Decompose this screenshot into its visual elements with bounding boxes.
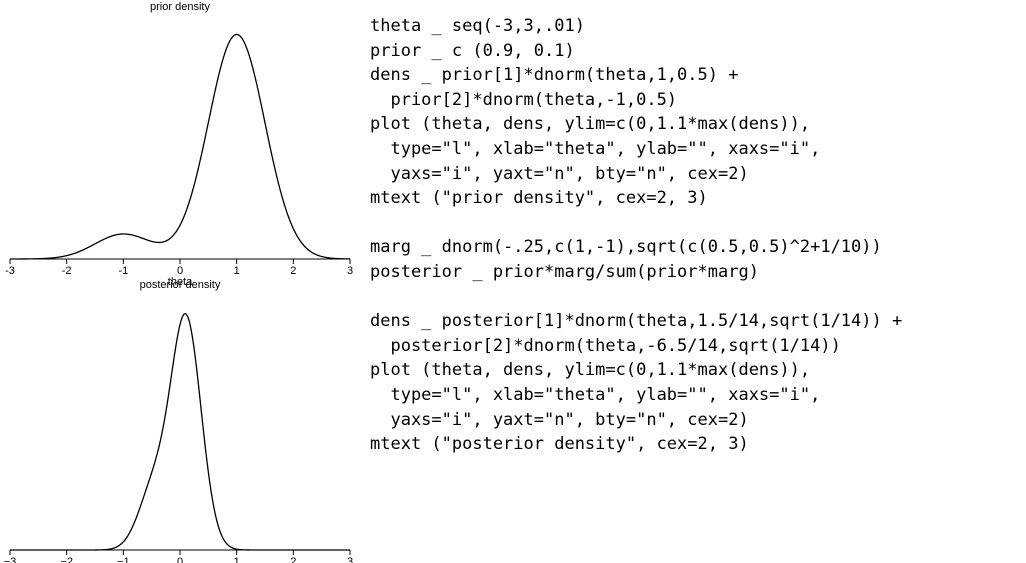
code-line: plot (theta, dens, ylim=c(0,1.1*max(dens… [370,360,811,381]
code-line: type="l", xlab="theta", ylab="", xaxs="i… [370,138,821,159]
x-tick-label: 0 [177,556,183,563]
code-line: marg _ dnorm(-.25,c(1,-1),sqrt(c(0.5,0.5… [370,237,882,258]
code-line [370,285,1020,310]
code-line: yaxs="i", yaxt="n", bty="n", cex=2) [370,163,749,184]
code-line: yaxs="i", yaxt="n", bty="n", cex=2) [370,409,749,430]
code-line: prior[2]*dnorm(theta,-1,0.5) [370,89,678,110]
chart-title: posterior density [140,279,221,291]
x-tick-label: 3 [347,556,353,563]
x-tick-label: -2 [62,265,72,277]
x-tick-label: 2 [290,556,296,563]
code-line: posterior _ prior*marg/sum(prior*marg) [370,261,759,282]
code-line: mtext ("prior density", cex=2, 3) [370,188,708,209]
r-code-listing: theta _ seq(-3,3,.01) prior _ c (0.9, 0.1… [370,14,1020,457]
x-tick-label: 1 [234,556,240,563]
x-tick-label: -1 [118,265,128,277]
x-axis-title: theta [168,276,193,288]
code-line [370,211,1020,236]
chart-title: prior density [150,1,210,13]
x-tick-label: 3 [347,265,353,277]
x-tick-label: 0 [177,265,183,277]
x-tick-label: −1 [117,556,130,563]
code-line: dens _ posterior[1]*dnorm(theta,1.5/14,s… [370,311,903,332]
code-line: mtext ("posterior density", cex=2, 3) [370,434,749,455]
code-line: plot (theta, dens, ylim=c(0,1.1*max(dens… [370,114,811,135]
x-tick-label: -3 [5,265,15,277]
code-line: type="l", xlab="theta", ylab="", xaxs="i… [370,384,821,405]
code-line: prior _ c (0.9, 0.1) [370,40,575,61]
code-line: dens _ prior[1]*dnorm(theta,1,0.5) + [370,65,739,86]
density-curve [10,33,350,260]
x-tick-label: 1 [234,265,240,277]
code-line: posterior[2]*dnorm(theta,-6.5/14,sqrt(1/… [370,335,841,356]
x-tick-label: −2 [60,556,73,563]
x-tick-label: 2 [290,265,296,277]
code-line: theta _ seq(-3,3,.01) [370,16,585,36]
density-curve [10,312,350,551]
x-tick-label: −3 [4,556,17,563]
